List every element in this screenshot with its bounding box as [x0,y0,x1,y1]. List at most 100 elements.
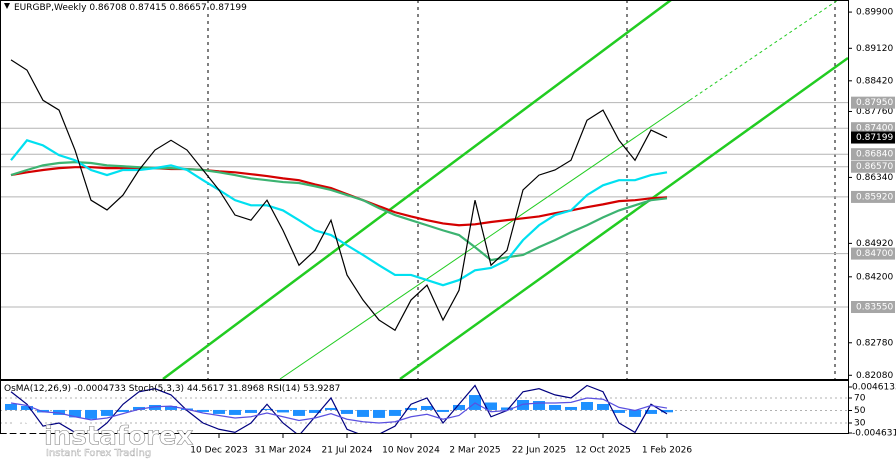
logo-ring [6,419,40,453]
y-tick-label: -0.004631 [852,429,896,439]
histogram-bar [117,409,129,412]
histogram-bar [165,405,177,410]
y-tick-label: 0.0046135 [852,383,896,393]
level-label: 0.86840 [856,150,893,160]
y2-tick-label: 50 [854,406,866,416]
histogram-bar [645,409,657,414]
y2-tick-label: 30 [854,419,866,429]
histogram-bar [517,400,529,410]
indicator-frame [0,380,849,434]
histogram-bar [21,405,33,410]
histogram-bar [533,400,545,410]
oscillator-line [10,384,668,434]
level-label-bg [851,190,895,203]
level-label-bg [851,148,895,161]
open: 0.86708 [89,3,126,13]
histogram-bar [69,409,81,418]
histogram-bar [261,408,273,410]
level-label-bg [851,96,895,109]
channel-lower [399,56,848,379]
level-label: 0.85920 [856,192,893,202]
series [10,59,668,332]
level-label: 0.87400 [856,124,893,134]
x-tick-label: 22 Jun 2025 [512,446,566,456]
y-tick-label: 0.82780 [856,338,893,348]
histogram-bar [581,401,593,410]
price-line [10,59,668,332]
high: 0.87415 [129,3,166,13]
stoch-main: 44.5617 [187,384,224,394]
channel-upper [162,0,672,379]
histogram-bar [277,409,289,413]
frames [0,0,849,434]
stoch-signal: 31.8968 [227,384,264,394]
y-tick-label: 0.86340 [856,173,893,183]
moving-average [10,166,668,227]
y-tick-label: 0.84920 [856,239,893,249]
histogram-bar [565,406,577,410]
y-tick-label: 0.84200 [856,272,893,282]
moving-average [10,160,668,262]
x-tick-label: 1 Feb 2026 [642,446,693,456]
histogram-bar [293,409,305,416]
rsi-name: RSI(14) [267,384,300,394]
y-tick-label: 0.82080 [856,371,893,381]
y2-tick-label: 70 [854,394,866,404]
level-label-bg [851,301,895,314]
histogram-bar [549,404,561,410]
watermark: instaforex Instant Forex Trading [6,419,194,459]
price-label-bg [851,131,895,144]
histogram-bar [405,407,417,410]
symbol-icon [4,3,10,9]
level-label-bg [851,160,895,173]
axes: 0.89900 0.89120 0.88420 0.87760 0.86340 0.849… [190,8,896,456]
main-plot [0,0,848,379]
logo-mark [12,423,34,446]
level-label-bg [851,247,895,260]
histogram-bar [325,407,337,410]
rsi-value: 53.9287 [303,384,340,394]
level-label-bg [851,122,895,135]
histogram-bar [229,409,241,415]
moving-average [10,138,668,287]
histogram-bar [341,409,353,414]
x-tick-label: 2 Mar 2025 [449,446,500,456]
histogram-bar [357,409,369,417]
histogram-bar [421,405,433,410]
histogram-bar [501,407,513,410]
y-tick-label: 0.89120 [856,44,893,54]
low: 0.86657 [170,3,207,13]
brand: instaforex [44,422,194,452]
osma-value: -0.0004733 [74,384,126,394]
histogram-bar [309,409,321,413]
histogram-bar [245,409,257,413]
histogram-bar [485,402,497,410]
level-label: 0.86570 [856,162,893,172]
x-tick-label: 31 Mar 2024 [254,446,311,456]
histogram-bar [85,409,97,419]
x-tick-label: 21 Jul 2024 [322,446,373,456]
stoch-name: Stoch(5,3,3) [129,384,184,394]
histogram-bar [213,409,225,414]
x-tick-label: 10 Dec 2023 [190,446,248,456]
level-label: 0.84700 [856,249,893,259]
histogram-bar [453,404,465,410]
oscillator-line [10,397,668,424]
histogram-bar [5,403,17,410]
x-tick-label: 12 Oct 2025 [575,446,631,456]
header: EURGBP,Weekly 0.86708 0.87415 0.86657 0.… [14,3,247,13]
symbol: EURGBP,Weekly [14,3,87,13]
level-label: 0.83550 [856,303,893,313]
histogram-bar [629,409,641,417]
histogram-bar [197,409,209,412]
indicator-header: OsMA(12,26,9) -0.0004733 Stoch(5,3,3) 44… [4,384,340,394]
close: 0.87199 [210,3,247,13]
y-tick-label: 0.88420 [856,76,893,86]
histogram-bar [373,409,385,418]
histogram-bar [149,404,161,410]
osma-name: OsMA(12,26,9) [4,384,71,394]
histogram-bar [661,409,673,413]
main-frame [0,0,849,380]
histogram-bar [613,409,625,413]
